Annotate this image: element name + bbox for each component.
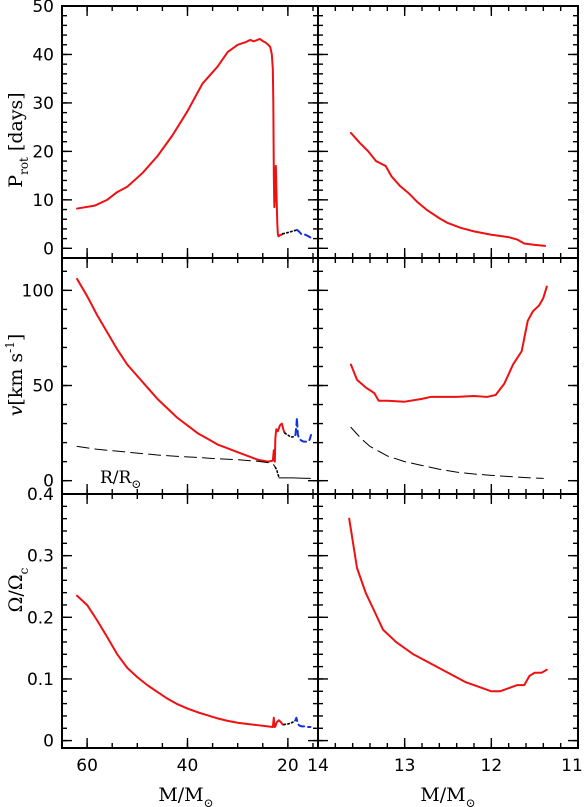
panel-omega-left: 0 0.1 0.2 0.3 0.4 60 40 20 14 [27,485,329,776]
xlabel-left-main: M/M [158,784,203,806]
v-ylabel-sup: -1 [3,341,17,353]
v-left-frame [61,257,319,495]
xlabel-right-main: M/M [420,784,465,806]
v-right-series-2-black-dashed [350,426,544,479]
x-tick-label: 14 [307,756,329,776]
omega-right-frame [317,493,579,749]
xlabel-left: M/M⊙ [158,784,213,807]
y-tick-label: 0.3 [27,547,54,567]
y-tick-label: 0.4 [27,485,54,505]
x-tick-label: 20 [277,756,299,776]
r-annotation-sub: ⊙ [131,477,141,491]
x-tick-label: 12 [481,756,503,776]
v-left-series-6-black-solid [278,477,311,479]
y-tick-label: 10 [32,191,54,211]
prot-left-series-2-black-dotted [282,229,298,235]
v-left-series-3-blue-dashed [294,416,312,443]
prot-right-frame [317,5,579,259]
omega-right-series-1-red-solid [348,517,548,693]
v-right-frame [317,257,579,495]
y-tick-label: 0.2 [27,608,54,628]
v-ylabel-close: ] [5,334,27,341]
prot-ylabel-unit: [days] [5,92,27,157]
omega-left-series-2-black-dotted [283,719,297,726]
omega-ylabel-sub: c [17,567,31,574]
panel-prot-right [317,5,579,259]
omega-left-series-3-blue-dashed [294,716,312,729]
x-tick-label: 40 [177,756,199,776]
x-tick-label: 11 [561,756,583,776]
v-left-series-4-black-dashed [76,445,276,468]
panel-prot-left: 0 10 20 30 40 50 [32,0,319,259]
y-tick-label: 30 [32,94,54,114]
x-tick-label: 13 [394,756,416,776]
v-right-series-1-red-solid [349,285,548,403]
v-ylabel-unit: [km s [5,353,27,406]
r-annotation-main: R/R [100,468,133,488]
y-tick-label: 50 [32,377,54,397]
xlabel-left-sub: ⊙ [204,796,214,807]
y-tick-label: 100 [22,281,54,301]
prot-right-series-1-red-solid [349,131,547,247]
v-ylabel-main: v [5,405,27,416]
y-tick-label: 0 [43,732,54,752]
y-tick-label: 0.1 [27,670,54,690]
v-left-series-2-black-dotted [284,432,297,438]
prot-left-series-3-blue-dashed [295,228,312,239]
y-tick-label: 40 [32,45,54,65]
prot-ylabel-main: P [5,175,27,188]
panel-omega-right: 13 12 11 [317,493,583,776]
panel-v-left: 0 50 100 [22,257,319,495]
v-left-series-5-black-dotted [274,466,280,478]
y-tick-label: 20 [32,142,54,162]
prot-ylabel: Prot [days] [5,92,31,187]
prot-ylabel-sub: rot [17,157,31,175]
y-tick-label: 0 [43,239,54,259]
panel-v-right [317,257,579,495]
omega-ylabel: Ω/Ωc [5,567,31,612]
prot-left-series-1-red-solid [76,37,284,238]
omega-left-series-1-red-solid [76,594,285,729]
xlabel-right-sub: ⊙ [466,796,476,807]
y-tick-label: 0 [43,472,54,492]
omega-ylabel-main: Ω/Ω [5,574,27,612]
v-ylabel: v[km s-1] [3,334,27,417]
y-tick-label: 50 [32,0,54,17]
v-left-series-1-red-solid [76,277,286,463]
xlabel-right: M/M⊙ [420,784,475,807]
x-tick-label: 60 [76,756,98,776]
r-annotation: R/R⊙ [100,468,141,491]
prot-left-frame [61,5,319,259]
